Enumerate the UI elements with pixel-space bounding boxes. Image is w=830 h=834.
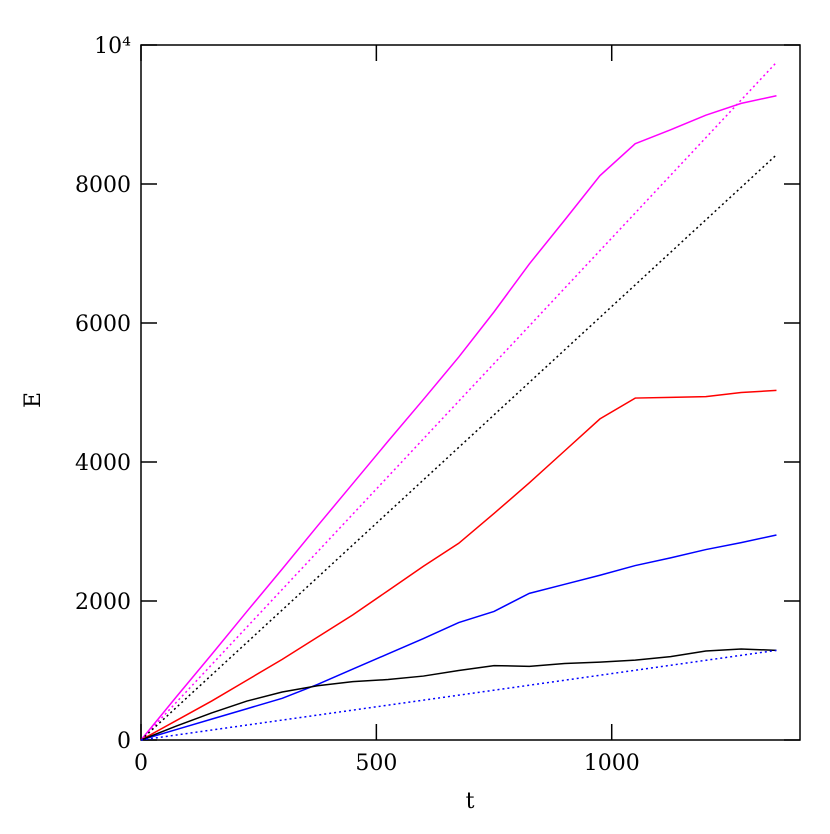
x-axis-label: t [466, 789, 475, 814]
data-line [140, 95, 777, 741]
data-line [140, 154, 777, 741]
y-axis-label: E [21, 392, 46, 408]
data-line [140, 61, 778, 741]
data-line [140, 389, 777, 741]
data-line [140, 648, 777, 741]
y-tick-label: 8000 [75, 173, 131, 198]
y-tick-label: 0 [117, 729, 131, 754]
y-tick-label: 10⁴ [94, 34, 131, 59]
y-tick-label: 6000 [75, 312, 131, 337]
data-line [140, 649, 777, 741]
plot-frame [140, 44, 801, 741]
y-tick-label: 4000 [75, 451, 131, 476]
x-tick-label: 0 [134, 751, 148, 776]
x-tick-label: 500 [355, 751, 397, 776]
y-tick-label: 2000 [75, 590, 131, 615]
x-tick-label: 1000 [584, 751, 640, 776]
data-line [140, 534, 777, 741]
